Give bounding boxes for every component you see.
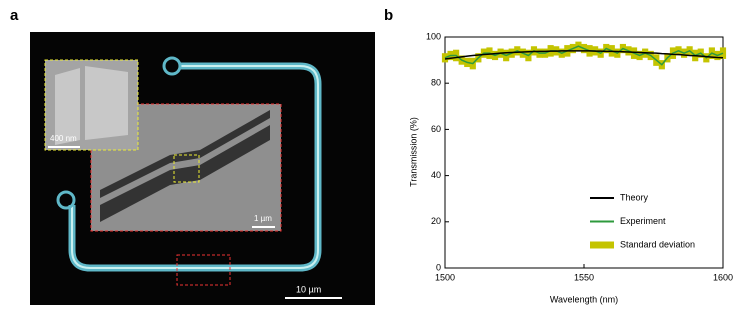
grating-coupler xyxy=(56,190,76,210)
y-tick-label: 100 xyxy=(426,31,441,41)
sem-structure xyxy=(100,125,270,222)
scale-label: 1 µm xyxy=(254,214,272,223)
scale-label: 10 µm xyxy=(296,284,321,294)
y-tick-label: 40 xyxy=(431,170,441,180)
legend-label: Experiment xyxy=(620,216,666,226)
micrograph: 400 nm 1 µm 10 µm xyxy=(30,32,375,305)
sem-structure xyxy=(100,110,270,198)
panel-label: b xyxy=(384,7,393,24)
grating-coupler xyxy=(162,56,182,76)
zoom-box xyxy=(173,154,200,183)
plot-frame xyxy=(444,36,724,269)
y-tick-label: 80 xyxy=(431,78,441,88)
x-tick-label: 1500 xyxy=(435,272,455,282)
scale-label: 400 nm xyxy=(50,134,77,143)
x-tick-label: 1600 xyxy=(713,272,733,282)
y-tick-label: 60 xyxy=(431,124,441,134)
y-axis-label: Transmission (%) xyxy=(408,117,418,187)
waveguide-core xyxy=(71,65,319,269)
series-line xyxy=(444,50,724,60)
legend-label: Standard deviation xyxy=(620,239,695,249)
sem-structure xyxy=(55,66,128,145)
zoom-box xyxy=(176,254,231,286)
y-tick-label: 0 xyxy=(436,262,441,272)
panel-label: a xyxy=(10,7,19,24)
legend-label: Theory xyxy=(620,192,649,202)
x-axis-label: Wavelength (nm) xyxy=(550,294,618,304)
x-tick-label: 1550 xyxy=(574,272,594,282)
y-tick-label: 20 xyxy=(431,216,441,226)
